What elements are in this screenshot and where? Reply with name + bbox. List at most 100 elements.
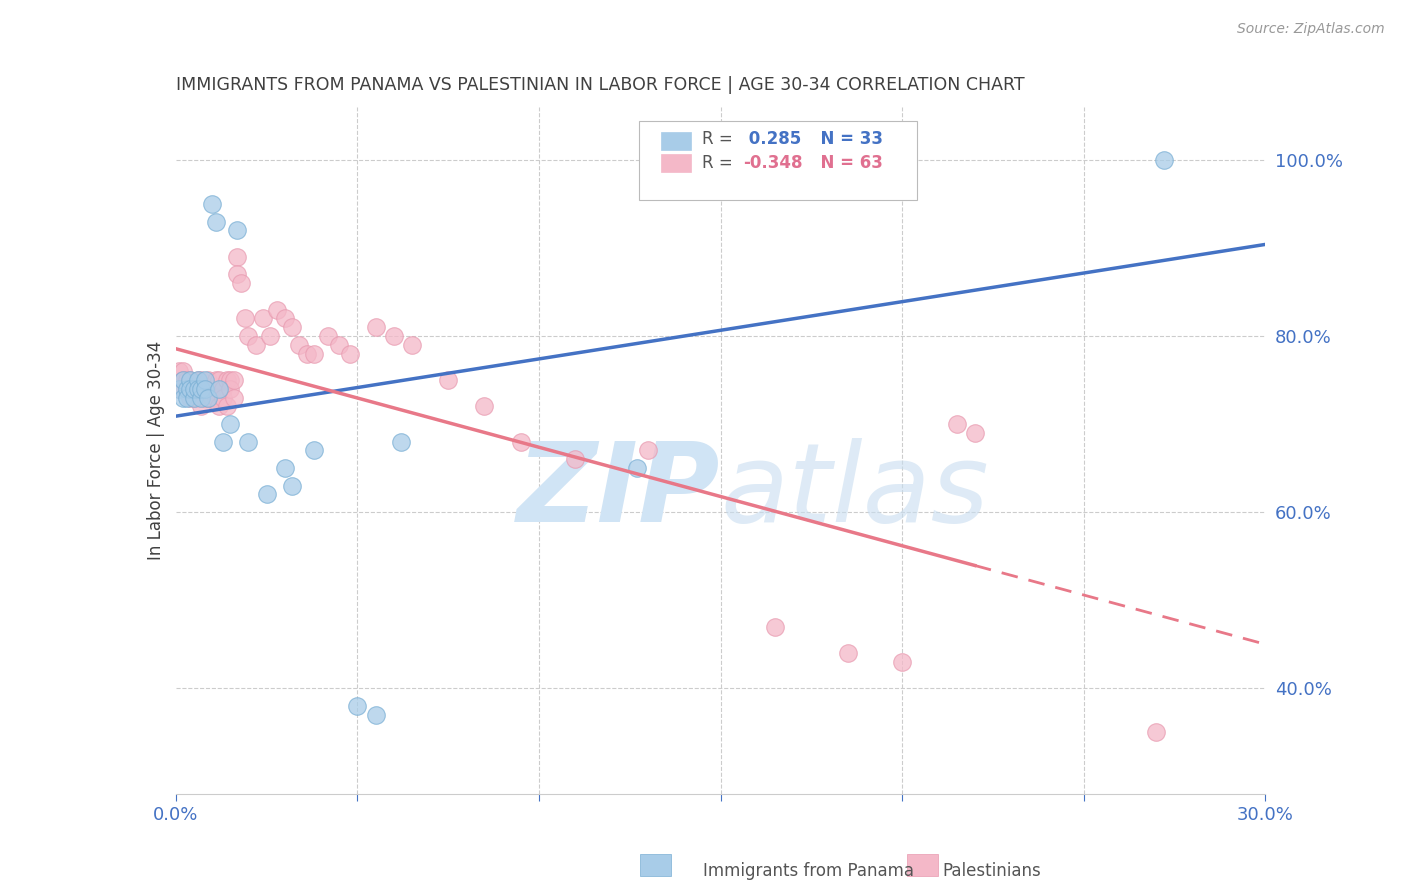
Point [172,373,194,387]
Text: R =: R = [702,129,738,147]
Point [204,391,226,405]
Point [179,373,201,387]
Point [201,197,224,211]
Point [281,320,304,334]
Point [183,382,205,396]
Point [364,320,387,334]
Point [190,391,212,405]
Point [190,373,212,387]
Point [215,400,238,414]
Text: IMMIGRANTS FROM PANAMA VS PALESTINIAN IN LABOR FORCE | AGE 30-34 CORRELATION CHA: IMMIGRANTS FROM PANAMA VS PALESTINIAN IN… [176,77,1025,95]
Point [190,382,212,396]
Text: 0.285: 0.285 [744,129,801,147]
Point [1146,725,1168,739]
Y-axis label: In Labor Force | Age 30-34: In Labor Force | Age 30-34 [146,341,165,560]
Text: Palestinians: Palestinians [942,862,1040,880]
Point [382,329,405,343]
FancyBboxPatch shape [640,854,671,876]
Point [346,698,368,713]
Point [197,391,219,405]
Point [401,338,423,352]
Point [186,391,209,405]
Text: R =: R = [702,154,738,172]
Point [183,382,205,396]
Point [339,346,361,360]
Point [204,214,226,228]
Bar [661,132,692,151]
Point [302,346,325,360]
Point [201,382,224,396]
Point [219,382,242,396]
Point [295,346,318,360]
Point [194,382,217,396]
Text: ZIP: ZIP [517,438,721,545]
Point [389,434,412,449]
Point [945,417,967,431]
Text: Immigrants from Panama: Immigrants from Panama [703,862,914,880]
Point [891,655,914,669]
Point [252,311,274,326]
Point [176,382,198,396]
Point [179,373,201,387]
Point [256,487,278,501]
Point [179,391,201,405]
Bar [661,154,692,172]
Point [837,646,859,660]
Point [364,707,387,722]
Point [226,268,249,282]
FancyBboxPatch shape [638,120,917,200]
Point [437,373,460,387]
Point [208,382,231,396]
Text: N = 63: N = 63 [808,154,883,172]
Point [208,373,231,387]
Point [194,373,217,387]
Point [509,434,531,449]
Point [183,391,205,405]
Point [963,425,986,440]
Point [226,250,249,264]
FancyBboxPatch shape [907,854,938,876]
Point [194,391,217,405]
Point [172,391,194,405]
Point [637,443,659,458]
Point [197,391,219,405]
Point [231,276,253,290]
Point [328,338,350,352]
Point [212,382,235,396]
Text: -0.348: -0.348 [744,154,803,172]
Point [281,478,304,492]
Point [626,461,648,475]
Point [259,329,281,343]
Text: N = 33: N = 33 [808,129,883,147]
Point [176,373,198,387]
Point [197,373,219,387]
Point [215,373,238,387]
Point [274,311,297,326]
Point [274,461,297,475]
Point [564,452,586,467]
Point [238,434,260,449]
Point [222,373,245,387]
Point [183,391,205,405]
Point [176,382,198,396]
Point [179,382,201,396]
Point [190,400,212,414]
Point [837,153,859,167]
Point [186,382,209,396]
Point [204,373,226,387]
Point [169,382,191,396]
Point [1153,153,1175,167]
Point [222,391,245,405]
Point [176,391,198,405]
Point [245,338,267,352]
Point [208,400,231,414]
Point [186,373,209,387]
Point [763,619,786,633]
Text: atlas: atlas [721,438,990,545]
Point [238,329,260,343]
Point [172,373,194,387]
Point [194,382,217,396]
Point [212,434,235,449]
Point [212,391,235,405]
Point [318,329,340,343]
